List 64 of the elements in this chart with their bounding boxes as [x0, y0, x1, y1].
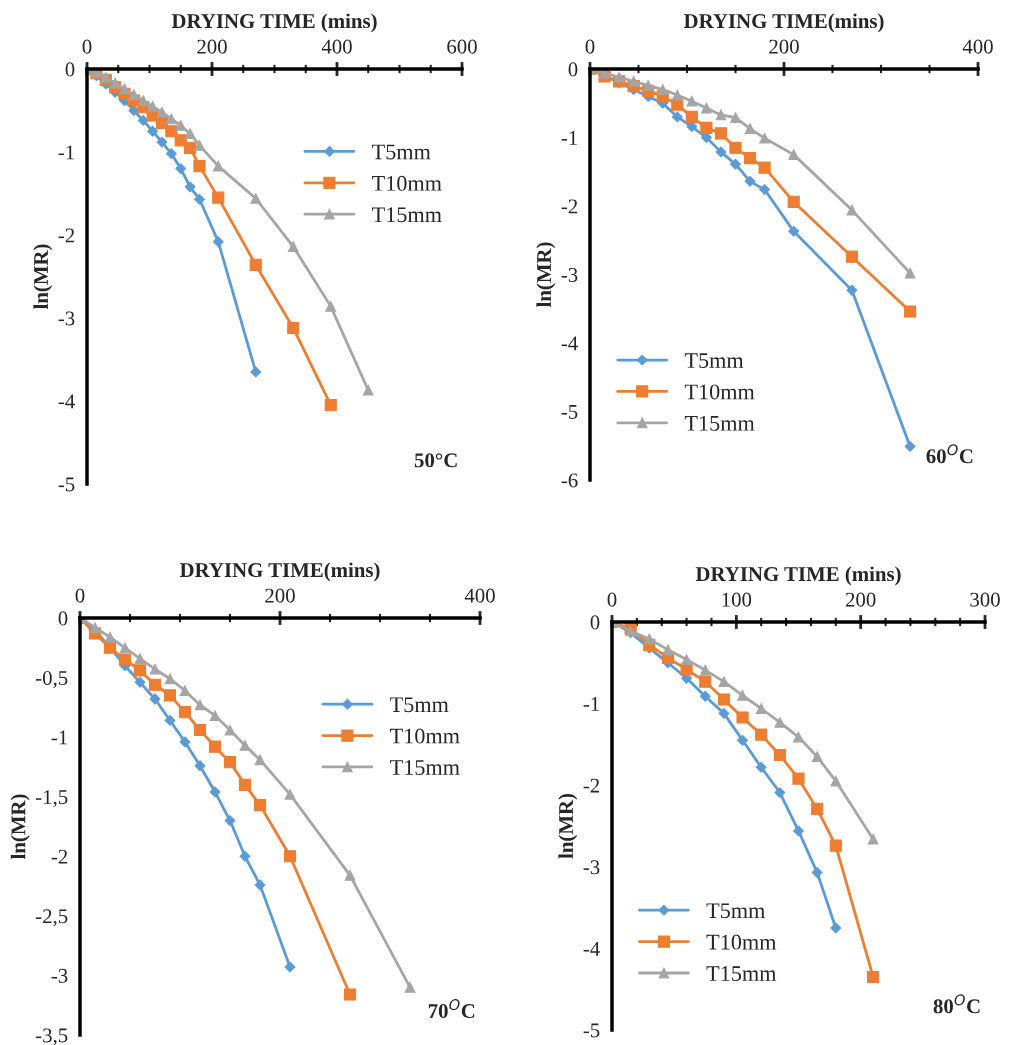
y-tick-label: -0,5 [35, 670, 68, 688]
y-tick-label: -2 [51, 849, 68, 864]
annotation: 70$^{O}$C [428, 999, 475, 1019]
y-tick-label: 0 [65, 62, 75, 77]
legend-label: T10mm [706, 934, 777, 950]
x-tick-label: 100 [722, 592, 752, 607]
x-tick-label: 200 [845, 592, 876, 607]
annotation: 80$^{O}$C [933, 994, 980, 1014]
y-tick-label: -2,5 [35, 909, 68, 927]
y-tick-label: 0 [590, 615, 600, 630]
x-tick-label: 300 [970, 592, 1000, 607]
y-axis-title: ln(MR) [536, 242, 556, 308]
x-tick-label: 400 [321, 39, 352, 54]
y-tick-label: -2 [58, 228, 75, 243]
legend-label: T5mm [390, 697, 449, 713]
y-tick-label: 0 [568, 62, 578, 77]
y-tick-label: -1 [583, 697, 599, 711]
y-axis-title: ln(MR) [558, 793, 578, 859]
y-tick-label: -5 [58, 477, 75, 492]
x-tick-label: 400 [464, 588, 495, 603]
x-axis-title: DRYING TIME (mins) [171, 13, 377, 33]
x-tick-label: 0 [75, 588, 85, 603]
y-tick-label: -2 [561, 199, 578, 214]
legend-label: T15mm [390, 760, 460, 775]
y-tick-label: -6 [561, 473, 578, 488]
legend-label: T5mm [684, 353, 744, 369]
x-tick-label: 200 [197, 39, 227, 54]
y-tick-label: -4 [561, 336, 578, 351]
y-axis-title: ln(MR) [33, 244, 53, 310]
x-axis-title: DRYING TIME(mins) [683, 13, 884, 33]
legend-label: T10mm [372, 175, 442, 191]
y-tick-label: -1 [58, 145, 74, 160]
x-tick-label: 600 [447, 39, 477, 54]
legend-label: T5mm [372, 144, 431, 160]
legend-label: T15mm [684, 415, 755, 431]
y-tick-label: -3 [58, 311, 75, 326]
y-tick-label: -1 [51, 730, 67, 745]
y-tick-label: -3 [583, 860, 600, 875]
x-axis-title: DRYING TIME(mins) [179, 562, 380, 582]
y-tick-label: -5 [561, 405, 578, 419]
legend-label: T10mm [684, 384, 755, 400]
annotation: 50°C [414, 453, 457, 468]
y-tick-label: -3,5 [35, 1028, 68, 1045]
legend-label: T15mm [372, 207, 442, 223]
y-tick-label: -4 [583, 941, 600, 956]
y-tick-label: -4 [58, 394, 75, 409]
y-axis-title: ln(MR) [10, 794, 30, 860]
legend-label: T15mm [706, 966, 777, 982]
x-tick-label: 200 [769, 39, 799, 54]
legend-label: T5mm [706, 903, 766, 919]
x-tick-label: 0 [607, 592, 617, 607]
x-tick-label: 400 [962, 39, 993, 54]
x-tick-label: 200 [265, 588, 295, 603]
legend-label: T10mm [390, 728, 460, 744]
y-tick-label: -3 [561, 267, 578, 282]
y-tick-label: -2 [583, 778, 600, 793]
y-tick-label: -1 [561, 130, 577, 145]
annotation: 60$^{O}$C [926, 444, 973, 464]
x-axis-title: DRYING TIME (mins) [695, 566, 901, 586]
y-tick-label: -3 [51, 968, 68, 983]
x-tick-label: 0 [82, 39, 92, 54]
y-tick-label: -5 [583, 1023, 600, 1038]
y-tick-label: -1,5 [35, 790, 68, 808]
y-tick-label: 0 [58, 611, 68, 626]
